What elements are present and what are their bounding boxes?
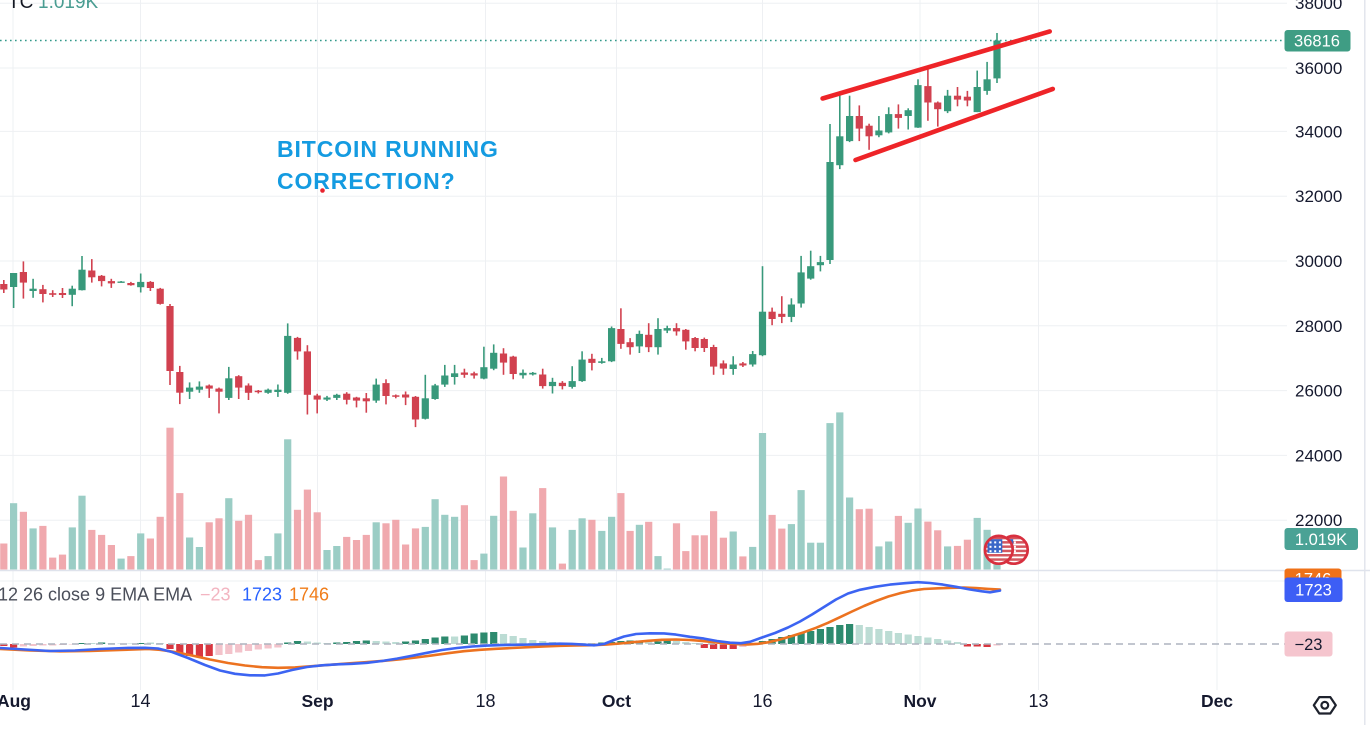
svg-text:1.019K: 1.019K (38, 0, 99, 13)
svg-text:13: 13 (1028, 691, 1048, 711)
svg-text:36816: 36816 (1294, 33, 1340, 51)
svg-text:32000: 32000 (1295, 187, 1342, 206)
svg-text:Oct: Oct (602, 691, 631, 711)
svg-text:CORRECTION?: CORRECTION? (277, 168, 456, 194)
svg-text:Sep: Sep (301, 691, 333, 711)
svg-text:34000: 34000 (1295, 122, 1342, 141)
svg-text:BITCOIN RUNNING: BITCOIN RUNNING (277, 136, 499, 162)
svg-text:14: 14 (130, 691, 150, 711)
svg-text:Aug: Aug (0, 691, 31, 711)
svg-text:16: 16 (752, 691, 772, 711)
svg-text:36000: 36000 (1295, 59, 1342, 78)
svg-text:Dec: Dec (1201, 691, 1233, 711)
svg-text:TC: TC (8, 0, 33, 13)
svg-text:−23: −23 (200, 585, 231, 605)
svg-text:1.019K: 1.019K (1295, 531, 1347, 549)
svg-text:−23: −23 (1295, 636, 1323, 654)
svg-text:1723: 1723 (242, 585, 282, 605)
svg-text:Nov: Nov (903, 691, 936, 711)
svg-text:18: 18 (475, 691, 495, 711)
svg-text:38000: 38000 (1295, 0, 1342, 13)
svg-text:22000: 22000 (1295, 511, 1342, 530)
svg-text:28000: 28000 (1295, 317, 1342, 336)
svg-text:1723: 1723 (1295, 582, 1332, 600)
svg-text:12 26 close 9 EMA EMA: 12 26 close 9 EMA EMA (0, 585, 192, 605)
svg-text:30000: 30000 (1295, 252, 1342, 271)
svg-text:26000: 26000 (1295, 382, 1342, 401)
svg-text:1746: 1746 (289, 585, 329, 605)
svg-text:24000: 24000 (1295, 446, 1342, 465)
